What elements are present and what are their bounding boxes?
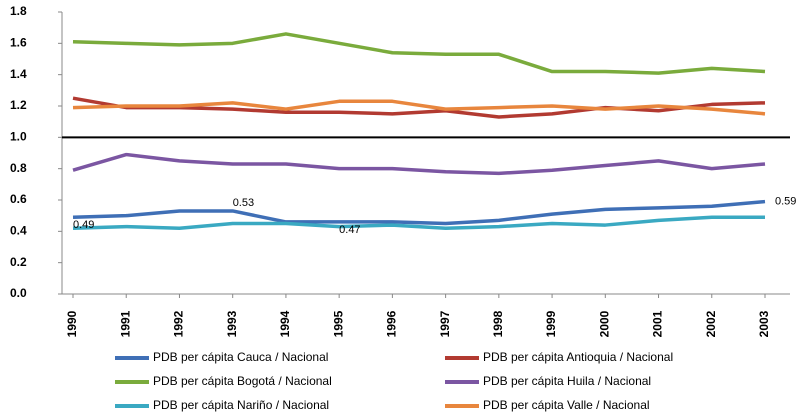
series-line — [72, 96, 766, 119]
legend-label: PDB per cápita Huila / Nacional — [483, 374, 651, 388]
x-tick-label: 2000 — [597, 310, 611, 337]
x-tick-label: 1993 — [225, 310, 239, 337]
y-tick-label: 1.4 — [10, 67, 27, 81]
y-tick-label: 1.6 — [10, 36, 27, 50]
value-label: 0.59 — [775, 195, 796, 207]
y-tick-label: 1.0 — [10, 130, 27, 144]
x-tick-label: 1998 — [491, 310, 505, 337]
x-tick-label: 1991 — [118, 310, 132, 337]
x-tick-label: 1996 — [385, 310, 399, 337]
legend-label: PDB per cápita Bogotá / Nacional — [153, 374, 332, 388]
value-label: 0.53 — [233, 197, 254, 209]
x-tick-label: 2001 — [651, 310, 665, 337]
legend-label: PDB per cápita Cauca / Nacional — [153, 350, 328, 364]
y-tick-label: 0.4 — [10, 224, 27, 238]
y-tick-label: 0.2 — [10, 255, 27, 269]
y-tick-label: 1.2 — [10, 98, 27, 112]
y-tick-label: 1.8 — [10, 4, 27, 18]
legend-label: PDB per cápita Nariño / Nacional — [153, 398, 329, 412]
series-line — [72, 99, 766, 116]
value-label: 0.47 — [339, 224, 360, 236]
y-tick-label: 0.0 — [10, 286, 27, 300]
series-line — [72, 152, 766, 176]
legend-label: PDB per cápita Valle / Nacional — [483, 398, 650, 412]
x-tick-label: 1992 — [172, 310, 186, 337]
series-line — [72, 32, 766, 75]
x-tick-label: 1997 — [438, 310, 452, 337]
x-tick-label: 2002 — [704, 310, 718, 337]
x-tick-label: 1995 — [331, 310, 345, 337]
x-tick-label: 2003 — [757, 310, 771, 337]
x-tick-label: 1999 — [544, 310, 558, 337]
x-tick-label: 1990 — [65, 310, 79, 337]
legend-label: PDB per cápita Antioquia / Nacional — [483, 350, 673, 364]
y-tick-label: 0.6 — [10, 192, 27, 206]
y-tick-label: 0.8 — [10, 161, 27, 175]
series-line — [72, 215, 765, 230]
x-tick-label: 1994 — [278, 310, 292, 337]
series-line — [72, 199, 766, 226]
value-label: 0.49 — [73, 219, 94, 231]
